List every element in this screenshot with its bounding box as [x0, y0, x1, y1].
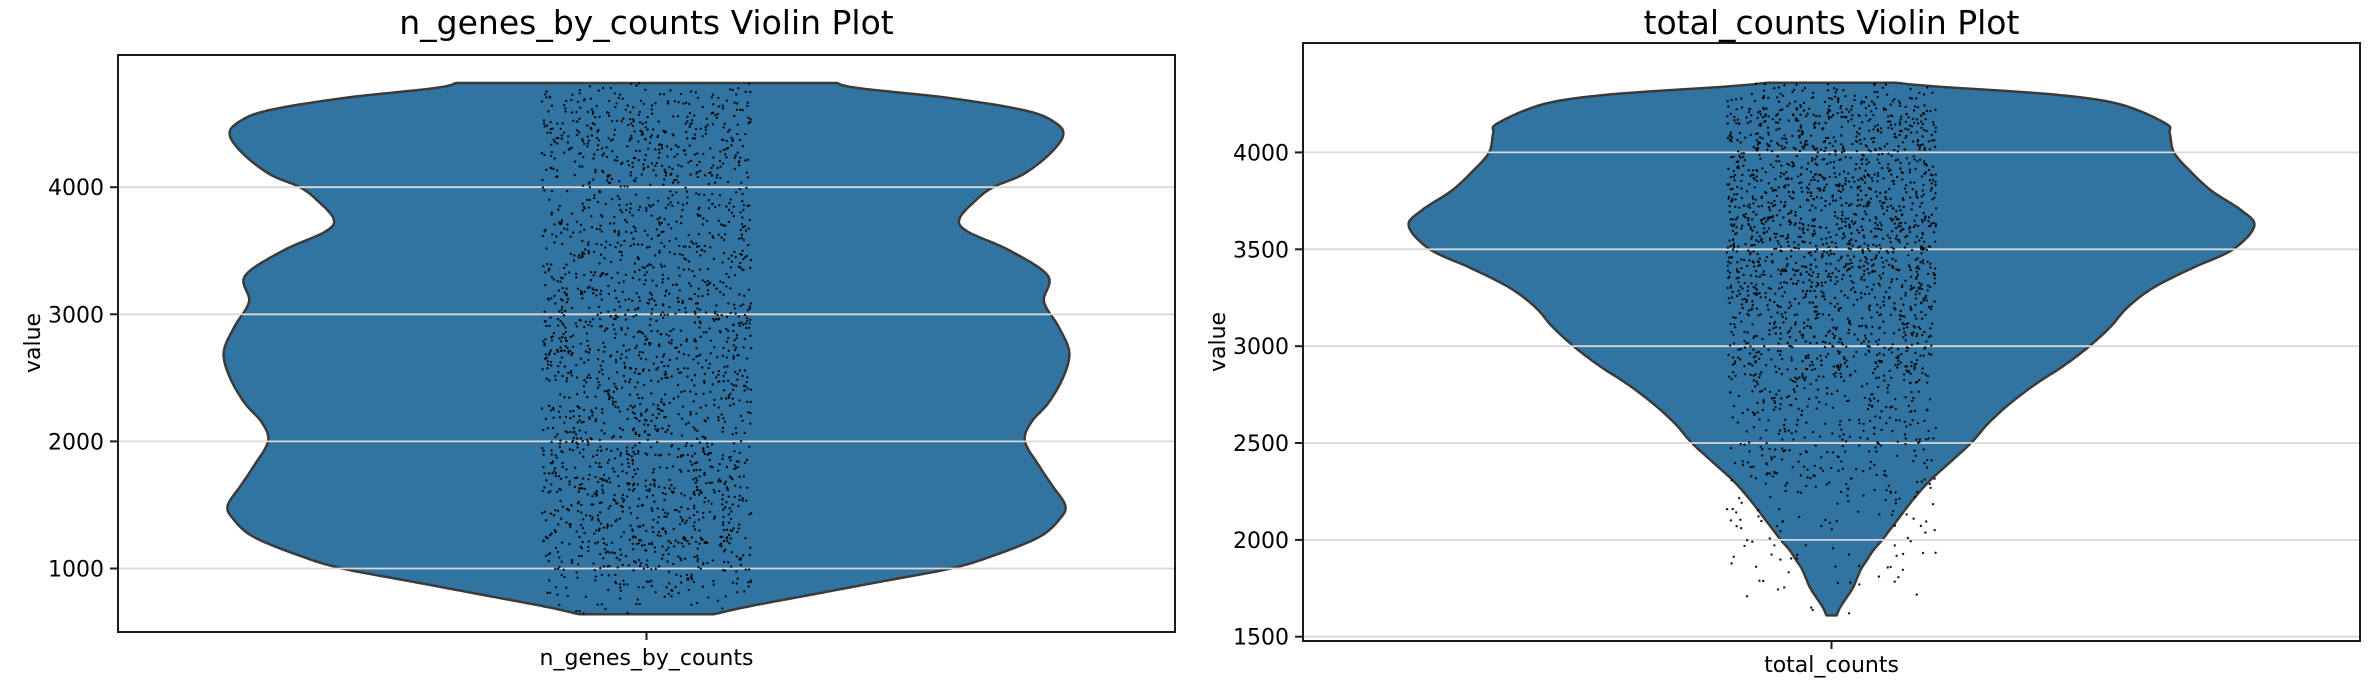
y-tick-label: 3000: [1233, 335, 1289, 360]
y-tick-label: 1000: [48, 558, 104, 583]
y-tick-label: 2500: [1233, 432, 1289, 457]
y-tick-label: 3500: [1233, 238, 1289, 263]
strip-points: [1725, 82, 1938, 615]
y-tick-label: 2000: [48, 430, 104, 455]
y-tick-label: 1500: [1233, 626, 1289, 651]
subplot-total_counts: 1500 2000 2500 3000 3500 4000: [1233, 42, 2361, 651]
subplot-n_genes_by_counts: 1000 2000 3000 4000: [48, 54, 1176, 640]
y-tick-label: 4000: [48, 176, 104, 201]
violin-body: [222, 81, 1071, 616]
violin-body: [1407, 81, 2256, 617]
strip-points: [540, 82, 753, 615]
y-tick-label: 3000: [48, 303, 104, 328]
y-tick-label: 2000: [1233, 529, 1289, 554]
y-tick-label: 4000: [1233, 141, 1289, 166]
